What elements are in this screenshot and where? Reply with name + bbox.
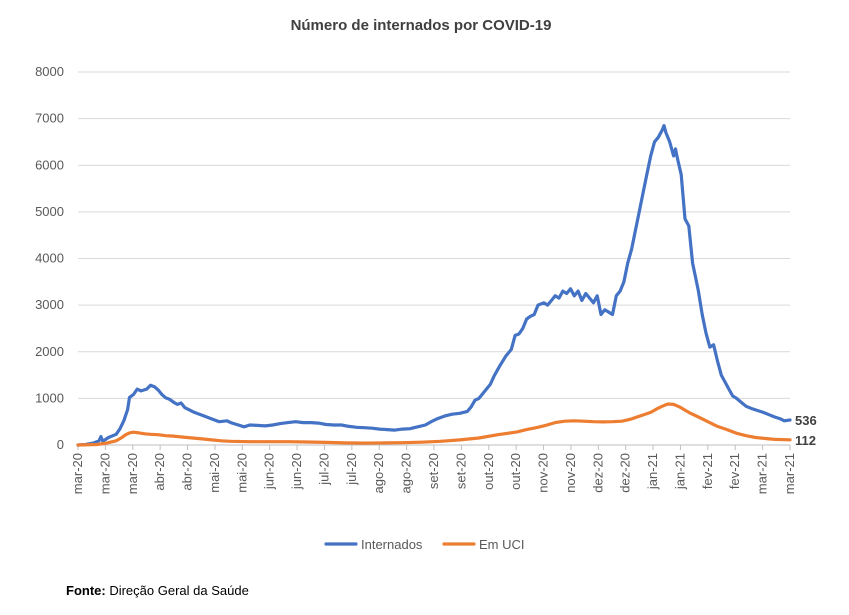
legend-label: Internados bbox=[361, 537, 423, 552]
x-tick-label: mar-20 bbox=[97, 453, 112, 494]
source-text: Direção Geral da Saúde bbox=[105, 583, 249, 598]
y-tick-label: 0 bbox=[57, 437, 64, 452]
x-tick-label: mar-20 bbox=[125, 453, 140, 494]
legend-label: Em UCI bbox=[479, 537, 525, 552]
y-tick-label: 1000 bbox=[35, 390, 64, 405]
chart-title: Número de internados por COVID-19 bbox=[291, 17, 552, 34]
series-line-internados bbox=[76, 123, 792, 447]
x-tick-label: fev-21 bbox=[727, 453, 742, 489]
x-tick-label: ago-20 bbox=[371, 453, 386, 493]
y-tick-label: 7000 bbox=[35, 111, 64, 126]
y-tick-label: 3000 bbox=[35, 297, 64, 312]
x-tick-label: jun-20 bbox=[289, 453, 304, 490]
source-note: Fonte: Direção Geral da Saúde bbox=[66, 583, 249, 598]
x-tick-label: mar-20 bbox=[70, 453, 85, 494]
x-tick-label: jun-20 bbox=[262, 453, 277, 490]
x-tick-label: nov-20 bbox=[563, 453, 578, 493]
x-tick-label: abr-20 bbox=[152, 453, 167, 491]
gridlines bbox=[78, 71, 790, 446]
end-data-label: 536 bbox=[795, 413, 817, 428]
y-tick-label: 2000 bbox=[35, 344, 64, 359]
y-tick-label: 5000 bbox=[35, 204, 64, 219]
x-tick-label: dez-20 bbox=[590, 453, 605, 493]
x-tick-label: mai-20 bbox=[234, 453, 249, 493]
y-tick-label: 6000 bbox=[35, 157, 64, 172]
x-tick-label: ago-20 bbox=[399, 453, 414, 493]
y-tick-label: 4000 bbox=[35, 251, 64, 266]
x-tick-label: out-20 bbox=[481, 453, 496, 490]
x-tick-label: jan-21 bbox=[672, 453, 687, 490]
x-tick-label: set-20 bbox=[453, 453, 468, 489]
x-tick-label: set-20 bbox=[426, 453, 441, 489]
x-tick-label: nov-20 bbox=[536, 453, 551, 493]
source-label: Fonte: bbox=[66, 583, 106, 598]
y-tick-label: 8000 bbox=[35, 64, 64, 79]
x-tick-label: fev-21 bbox=[700, 453, 715, 489]
series-line-em-uci bbox=[76, 402, 792, 447]
legend: Internados Em UCI bbox=[324, 537, 525, 552]
x-tick-label: out-20 bbox=[508, 453, 523, 490]
x-tick-label: dez-20 bbox=[618, 453, 633, 493]
x-tick-label: mar-21 bbox=[782, 453, 797, 494]
x-tick-label: jan-21 bbox=[645, 453, 660, 490]
x-tick-label: abr-20 bbox=[180, 453, 195, 491]
x-tick-label: mai-20 bbox=[207, 453, 222, 493]
y-axis: 0 1000 2000 3000 4000 5000 6000 7000 8000 bbox=[35, 64, 64, 452]
end-data-label: 112 bbox=[795, 433, 816, 448]
x-tick-label: jul-20 bbox=[344, 453, 359, 486]
x-tick-label: mar-21 bbox=[755, 453, 770, 494]
x-tick-label: jul-20 bbox=[316, 453, 331, 486]
x-axis: mar-20 mar-20 mar-20 abr-20 abr-20 mai-20 mai-… bbox=[70, 445, 797, 494]
